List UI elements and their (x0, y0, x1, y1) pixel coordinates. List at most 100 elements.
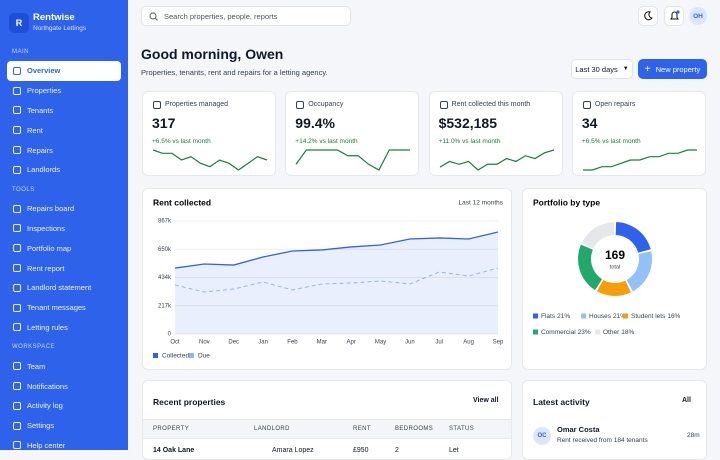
chevron: ▼ (622, 66, 629, 72)
logo: R (9, 13, 29, 33)
kpi-delta: +14.2% vs last month (295, 138, 358, 145)
legend-name: Flats (541, 313, 556, 320)
kpi-value: 34 (581, 115, 598, 131)
range-select[interactable]: Last 30 days ▼ (571, 59, 633, 79)
nav-item[interactable]: Rent report (7, 258, 121, 278)
nav-label: Notifications (27, 381, 68, 391)
kpi-card: Properties managed 317 +6.5% vs last month (142, 91, 276, 176)
activity-title: Latest activity (533, 397, 590, 407)
greeting: Good morning, Owen (141, 46, 284, 62)
nav-item[interactable]: Tenants (7, 101, 121, 121)
nav-item[interactable]: Team (7, 356, 121, 376)
kpi-card: Open repairs 34 +6.5% vs last month (571, 91, 706, 176)
x-tick-label: May (375, 340, 386, 346)
y-tick-label: 0 (168, 332, 172, 338)
donut-slice (626, 251, 652, 292)
avatar[interactable]: OH (689, 7, 707, 25)
nav-icon (13, 66, 21, 75)
legend-label: Due (198, 353, 210, 360)
activity-card: Latest activity All OC Omar Costa Rent rec… (522, 380, 707, 460)
nav-item[interactable]: Activity log (7, 396, 121, 416)
kpi-card: Occupancy 99.4% +14.2% vs last month (285, 91, 420, 176)
nav-label: Letting rules (27, 322, 68, 332)
search[interactable]: Search properties, people, reports (141, 6, 351, 26)
nav-item[interactable]: Landlords (7, 160, 121, 180)
legend-swatch (623, 313, 628, 319)
nav-label: Repairs (27, 145, 53, 155)
nav-icon (13, 204, 21, 213)
nav-item[interactable]: Tenant messages (7, 298, 121, 318)
line-chart: Rent collected Last 12 months 0 217k 434k 650… (153, 197, 504, 360)
kpi-delta: +6.5% vs last month (581, 138, 641, 145)
x-tick-label: Aug (463, 340, 474, 346)
legend-label: Commercial 23% (541, 329, 591, 336)
legend-name: Other (603, 329, 620, 336)
new-property-button[interactable]: + New property (638, 59, 707, 79)
x-tick-label: Nov (199, 340, 210, 346)
donut-slice (581, 222, 615, 249)
nav-label: Tenants (27, 105, 54, 115)
nav-icon (13, 106, 21, 115)
donut-total-label: total (610, 264, 620, 270)
nav-item[interactable]: Notifications (7, 376, 121, 396)
legend-value: 18% (621, 329, 634, 336)
nav-item[interactable]: Help center (7, 436, 121, 450)
nav-item[interactable]: Landlord statement (7, 278, 121, 298)
sparkline-path (152, 149, 268, 171)
legend-swatch (581, 313, 586, 319)
kpi-delta: +11.0% vs last month (438, 138, 501, 145)
donut-slice (596, 279, 631, 296)
legend-name: Student lets (631, 313, 666, 320)
nav-label: Activity log (27, 401, 63, 411)
area (175, 231, 498, 334)
kpi-label: Rent collected this month (451, 101, 531, 108)
legend-value: 21% (557, 313, 570, 320)
nav-item[interactable]: Portfolio map (7, 238, 121, 258)
nav-icon (13, 86, 21, 95)
range-label: Last 30 days (575, 64, 618, 74)
table-cell: 14 Oak Lane (153, 447, 195, 454)
legend-swatch (189, 353, 194, 358)
nav-item[interactable]: Properties (7, 81, 121, 101)
view-all[interactable]: View all (473, 397, 499, 404)
activity-text: Rent received from 184 tenants (557, 437, 648, 444)
nav-icon (13, 323, 21, 332)
nav-icon (13, 303, 21, 312)
nav-item[interactable]: Inspections (7, 219, 121, 239)
x-tick-label: Apr (347, 340, 356, 346)
nav-item[interactable]: Repairs board (7, 199, 121, 219)
kpi-icon (153, 101, 161, 109)
legend-label: Collected (162, 353, 189, 360)
nav-icon (13, 441, 21, 450)
legend-value: 21% (613, 313, 626, 320)
nav-label: Help center (27, 440, 66, 450)
activity-time: 28m (687, 432, 700, 439)
table-cell: Let (449, 447, 459, 454)
nav-item[interactable]: Rent (7, 120, 121, 140)
nav-item[interactable]: Repairs (7, 140, 121, 160)
x-tick-label: Dec (228, 340, 239, 346)
kpi-delta: +6.5% vs last month (152, 138, 211, 145)
theme-button[interactable] (638, 6, 658, 26)
notifications-button[interactable] (664, 6, 684, 26)
nav-item[interactable]: Settings (7, 416, 121, 436)
donut-slice (578, 244, 603, 291)
y-tick-label: 217k (158, 303, 172, 309)
search-placeholder: Search properties, people, reports (164, 11, 278, 21)
column-header: RENT (353, 426, 371, 432)
column-header: BEDROOMS (395, 426, 434, 432)
activity-all[interactable]: All (682, 397, 691, 404)
moon-icon (644, 11, 653, 21)
nav-item[interactable]: Overview (7, 61, 121, 81)
nav-label: Properties (27, 86, 62, 96)
nav-label: Inspections (27, 223, 65, 233)
nav-label: Settings (27, 421, 55, 431)
sparkline (439, 149, 554, 171)
nav-item[interactable]: Letting rules (7, 318, 121, 338)
kpi-icon (296, 101, 305, 109)
legend-label: Other 18% (603, 329, 634, 336)
legend-swatch (153, 353, 158, 358)
button-label: New property (655, 64, 701, 74)
kpi-value: 99.4% (295, 115, 335, 131)
